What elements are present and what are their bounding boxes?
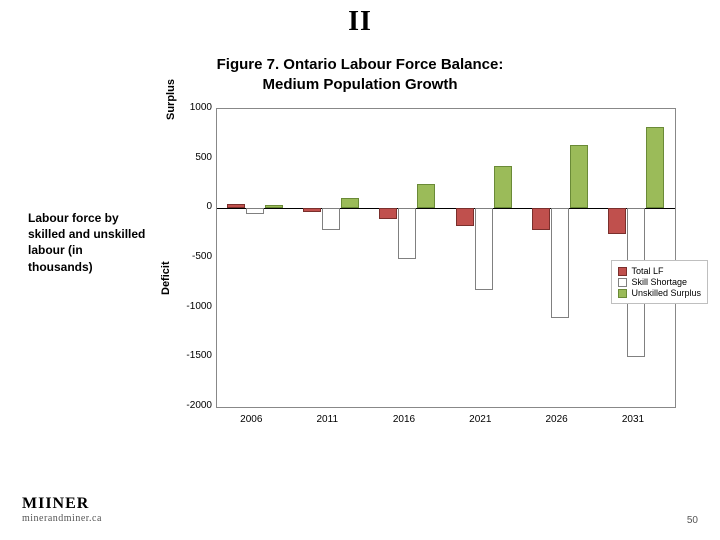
zero-line <box>217 208 675 209</box>
x-tick-labels: 2006 2011 2016 2021 2026 2031 <box>216 414 676 424</box>
legend-label-skill: Skill Shortage <box>631 277 687 287</box>
x-tick: 2026 <box>546 414 568 424</box>
figure-title-line1: Figure 7. Ontario Labour Force Balance: <box>217 56 504 73</box>
x-tick: 2031 <box>622 414 644 424</box>
y-tick: -1000 <box>186 301 212 312</box>
y-tick: 0 <box>206 201 212 212</box>
bar-unskilled <box>265 205 283 208</box>
x-tick: 2016 <box>393 414 415 424</box>
axis-label-surplus: Surplus <box>165 79 177 120</box>
y-tick: -1500 <box>186 350 212 361</box>
legend-swatch-unskilled <box>618 289 627 298</box>
brand-url: minerandminer.ca <box>22 513 102 524</box>
legend: Total LF Skill Shortage Unskilled Surplu… <box>611 260 708 304</box>
y-tick: -2000 <box>186 400 212 411</box>
legend-label-unskilled: Unskilled Surplus <box>631 288 701 298</box>
bar-skill <box>398 208 416 259</box>
bar-total <box>532 208 550 230</box>
legend-label-total: Total LF <box>631 266 663 276</box>
bar-unskilled <box>570 145 588 209</box>
brand-name: MIINER <box>22 495 102 513</box>
figure-title-line2: Medium Population Growth <box>263 76 458 93</box>
bar-unskilled <box>341 198 359 208</box>
chart-area <box>216 108 676 408</box>
legend-item-total: Total LF <box>618 266 701 276</box>
legend-swatch-skill <box>618 278 627 287</box>
footer-brand: MIINER minerandminer.ca <box>22 495 102 524</box>
legend-item-skill: Skill Shortage <box>618 277 701 287</box>
bar-total <box>456 208 474 226</box>
legend-item-unskilled: Unskilled Surplus <box>618 288 701 298</box>
header-logo-mark: II <box>0 6 720 38</box>
bar-skill <box>551 208 569 317</box>
axis-label-deficit: Deficit <box>160 261 172 295</box>
y-tick: 1000 <box>190 102 212 113</box>
bar-total <box>379 208 397 219</box>
bar-total <box>227 204 245 208</box>
y-tick: -500 <box>192 251 212 262</box>
bar-skill <box>475 208 493 289</box>
bar-unskilled <box>646 127 664 208</box>
y-tick: 500 <box>195 152 212 163</box>
figure-title: Figure 7. Ontario Labour Force Balance: … <box>0 55 720 96</box>
plot-area <box>217 109 675 407</box>
bar-unskilled <box>417 184 435 209</box>
bar-unskilled <box>494 166 512 209</box>
y-axis-description: Labour force by skilled and unskilled la… <box>28 210 148 275</box>
x-tick: 2006 <box>240 414 262 424</box>
bar-skill <box>322 208 340 230</box>
bar-total <box>303 208 321 212</box>
page-number: 50 <box>687 515 698 526</box>
bar-skill <box>246 208 264 214</box>
legend-swatch-total <box>618 267 627 276</box>
x-tick: 2011 <box>317 414 339 424</box>
x-tick: 2021 <box>469 414 491 424</box>
bar-total <box>608 208 626 234</box>
